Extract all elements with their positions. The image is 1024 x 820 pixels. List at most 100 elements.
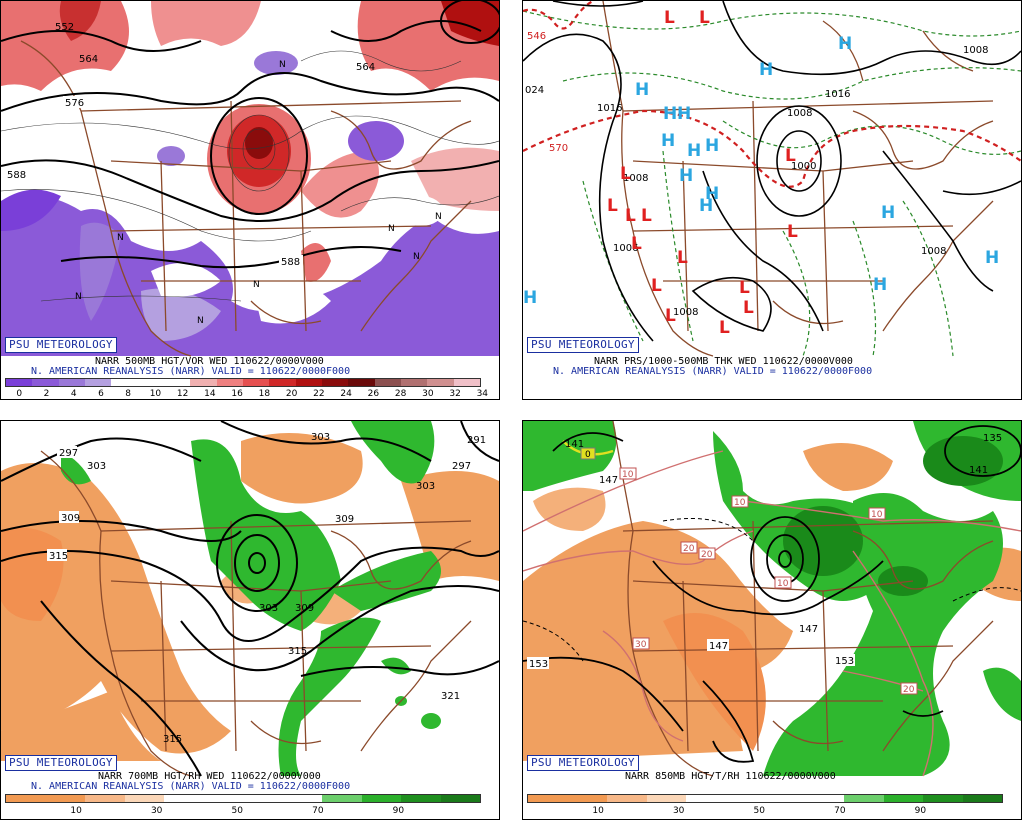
panel-700mb-rh: 297 303 309 315 303 309 297 303 315 321 …: [0, 420, 500, 820]
vorticity-min-marker: N: [75, 292, 82, 302]
contour-label: 309: [61, 513, 80, 524]
panel-500mb-vorticity: 576 588 588 552 564 564 N N N N N N N N …: [0, 0, 500, 400]
vorticity-max: [245, 127, 273, 159]
high-pressure-marker: H: [663, 104, 677, 124]
scale-swatch: [190, 379, 217, 386]
scale-tick: 24: [340, 389, 352, 399]
scale-swatch: [453, 379, 480, 386]
contour-label: 147: [599, 475, 618, 486]
contour-label: 141: [565, 439, 584, 450]
contour-label: 321: [441, 691, 460, 702]
isobar-label: 1006: [613, 243, 638, 254]
low-pressure-marker: L: [785, 146, 796, 166]
scale-swatch: [242, 379, 270, 386]
high-pressure-marker: H: [705, 136, 719, 156]
contour-label: 291: [467, 435, 486, 446]
scale-swatch: [646, 795, 686, 802]
scale-tick: 26: [367, 389, 380, 399]
scale-tick: 32: [449, 389, 461, 399]
temp-label: 10: [777, 579, 789, 589]
scale-swatch: [321, 379, 349, 386]
rh-moist-region: [523, 421, 617, 491]
scale-swatch: [84, 379, 112, 386]
high-pressure-marker: H: [881, 203, 895, 223]
geographic-boundaries: [20, 40, 472, 357]
contour-label: 297: [452, 461, 471, 472]
rh-dry-region: [663, 613, 766, 751]
scale-swatch: [374, 379, 401, 386]
contour-label: 147: [709, 641, 728, 652]
contour-label: 303: [87, 461, 106, 472]
thin-contours: [1, 50, 499, 302]
temperature-labels: 0 10 10 10 20 20 30 10 20: [580, 447, 918, 695]
panel-850mb-rh-temp: 141 147 153 147 153 147 141 135 0 10 10 …: [522, 420, 1022, 820]
scale-tick: 90: [392, 806, 405, 816]
geographic-boundaries: [612, 421, 994, 777]
vorticity-min-marker: N: [413, 252, 420, 262]
isobar-label: 024: [525, 85, 544, 96]
vorticity-negative: [157, 146, 185, 166]
vorticity-positive: [1, 1, 129, 91]
rh-moist-region: [421, 713, 441, 729]
low-pressure-marker: L: [607, 196, 618, 216]
contour-label: 297: [59, 448, 78, 459]
rh-scale-ticks: 10 30 50 70 90: [527, 806, 1001, 816]
vorticity-scale-ticks: 0 2 4 6 8 10 12 14 16 18 20 22 24 26 28 30 32 34: [5, 389, 488, 399]
scale-tick: 70: [312, 806, 324, 816]
scale-tick: 6: [98, 389, 104, 399]
scale-swatch: [348, 379, 375, 386]
vorticity-positive: [151, 1, 261, 46]
high-pressure-marker: H: [759, 60, 773, 80]
scale-tick: 30: [422, 389, 434, 399]
map-subtitle: N. AMERICAN REANALYSIS (NARR) VALID = 11…: [553, 366, 873, 377]
scale-swatch: [401, 795, 441, 802]
low-pressure-marker: L: [699, 8, 710, 28]
vorticity-negative: [348, 121, 404, 161]
scale-swatch: [923, 795, 963, 802]
height-contours: [1, 421, 499, 777]
temp-label: 20: [683, 544, 695, 554]
scale-tick: 16: [231, 389, 243, 399]
low-pressure-marker: L: [665, 306, 676, 326]
contour-label: 135: [983, 433, 1002, 444]
map-500mb: 576 588 588 552 564 564 N N N N N N N N: [1, 1, 499, 399]
scale-tick: 12: [176, 389, 189, 399]
high-pressure-marker: H: [873, 275, 887, 295]
scale-tick: 8: [125, 389, 132, 399]
scale-tick: 34: [476, 389, 489, 399]
temp-label: 10: [871, 510, 883, 520]
high-pressure-marker: H: [523, 288, 537, 308]
map-title: NARR 500MB HGT/VOR WED 110622/0000V000: [95, 356, 324, 367]
thickness-label: 570: [549, 143, 568, 154]
panel-frame: [522, 0, 1022, 400]
scale-swatch: [164, 795, 204, 802]
temp-label: 0: [585, 450, 591, 460]
scale-swatch: [528, 795, 568, 802]
scale-swatch: [32, 379, 59, 386]
low-pressure-marker: L: [719, 318, 730, 338]
rh-moist-region: [983, 667, 1021, 721]
high-pressure-marker: H: [699, 196, 713, 216]
vorticity-negative: [1, 195, 499, 356]
isobar-label: 1016: [597, 103, 622, 114]
scale-swatch: [216, 379, 243, 386]
isobar-label: 1000: [791, 161, 816, 172]
scale-swatch: [567, 795, 607, 802]
vorticity-min-marker: N: [279, 60, 286, 70]
contour-label: 303: [259, 603, 278, 614]
scale-swatch: [85, 795, 125, 802]
contour-label: 303: [416, 481, 435, 492]
map-subtitle: N. AMERICAN REANALYSIS (NARR) VALID = 11…: [31, 366, 351, 377]
rh-very-moist-region: [923, 436, 1003, 486]
contour-label: 147: [799, 624, 818, 635]
contour-label: 309: [335, 514, 354, 525]
map-subtitle: N. AMERICAN REANALYSIS (NARR) VALID = 11…: [31, 781, 351, 792]
low-pressure-marker: L: [631, 234, 642, 254]
vorticity-min-marker: N: [388, 224, 395, 234]
isobar-label: 1008: [921, 246, 946, 257]
high-pressure-marker: H: [635, 80, 649, 100]
low-pressure-marker: L: [651, 276, 662, 296]
scale-swatch: [361, 795, 401, 802]
thickness-546-line: [523, 1, 594, 30]
height-contours-dashed: [523, 518, 1021, 662]
